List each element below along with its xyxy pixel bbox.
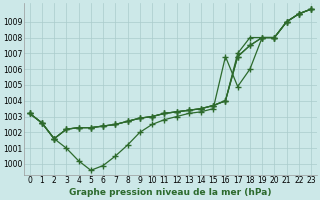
X-axis label: Graphe pression niveau de la mer (hPa): Graphe pression niveau de la mer (hPa) — [69, 188, 272, 197]
